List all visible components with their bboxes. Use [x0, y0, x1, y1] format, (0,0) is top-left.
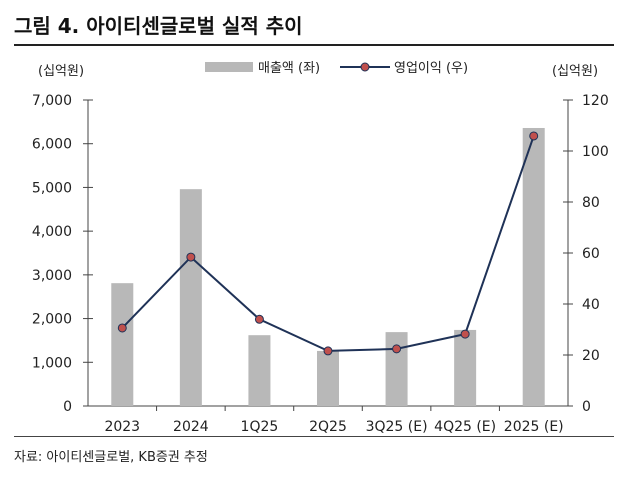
left-tick-label: 3,000: [32, 268, 72, 284]
left-tick-label: 5,000: [32, 180, 72, 196]
right-tick-label: 0: [582, 399, 591, 415]
right-tick-label: 60: [582, 246, 600, 262]
operating-profit-point: [254, 314, 264, 324]
legend-bar-swatch: [205, 62, 253, 72]
left-tick-label: 6,000: [32, 137, 72, 153]
revenue-bar: [179, 189, 202, 406]
title-divider: [14, 44, 614, 46]
operating-profit-point: [529, 131, 539, 141]
legend-line-marker: [360, 62, 370, 72]
x-tick-label: 2024: [173, 419, 209, 435]
left-axis-label: (십억원): [38, 64, 84, 79]
left-tick-label: 4,000: [32, 224, 72, 240]
x-tick-label: 2023: [104, 419, 140, 435]
right-tick-label: 20: [582, 348, 600, 364]
right-tick-label: 120: [582, 93, 609, 109]
right-axis-label: (십억원): [552, 64, 598, 79]
right-tick-label: 80: [582, 195, 600, 211]
operating-profit-point: [460, 329, 470, 339]
x-tick-label: 2Q25: [309, 419, 347, 435]
chart: 0 1,000 2,000 3,000 4,000 5,000 6,000 7,000 0 20 4…: [32, 61, 609, 435]
legend-bar-label: 매출액 (좌): [258, 61, 320, 76]
revenue-bar: [111, 283, 134, 406]
revenue-bar: [248, 335, 271, 406]
revenue-bar: [317, 350, 339, 406]
legend-line-label: 영업이익 (우): [394, 61, 468, 76]
x-tick-label: 3Q25 (E): [366, 419, 428, 435]
left-tick-label: 0: [63, 399, 72, 415]
revenue-bar: [454, 329, 477, 406]
source-note: 자료: 아이티센글로벌, KB증권 추정: [14, 450, 208, 465]
right-tick-label: 100: [582, 144, 609, 160]
left-tick-label: 7,000: [32, 93, 72, 109]
operating-profit-point: [186, 252, 196, 262]
x-tick-label: 4Q25 (E): [434, 419, 496, 435]
footer-divider: [14, 436, 614, 437]
figure-title: 그림 4. 아이티센글로벌 실적 추이: [14, 14, 303, 38]
left-tick-label: 1,000: [32, 355, 72, 371]
revenue-bar: [522, 127, 545, 406]
operating-profit-point: [392, 344, 402, 354]
operating-profit-point: [117, 323, 127, 333]
left-tick-label: 2,000: [32, 312, 72, 328]
x-tick-label: 1Q25: [241, 419, 279, 435]
revenue-bar: [385, 332, 408, 406]
right-tick-label: 40: [582, 297, 600, 313]
x-tick-label: 2025 (E): [504, 419, 564, 435]
operating-profit-point: [323, 346, 333, 356]
